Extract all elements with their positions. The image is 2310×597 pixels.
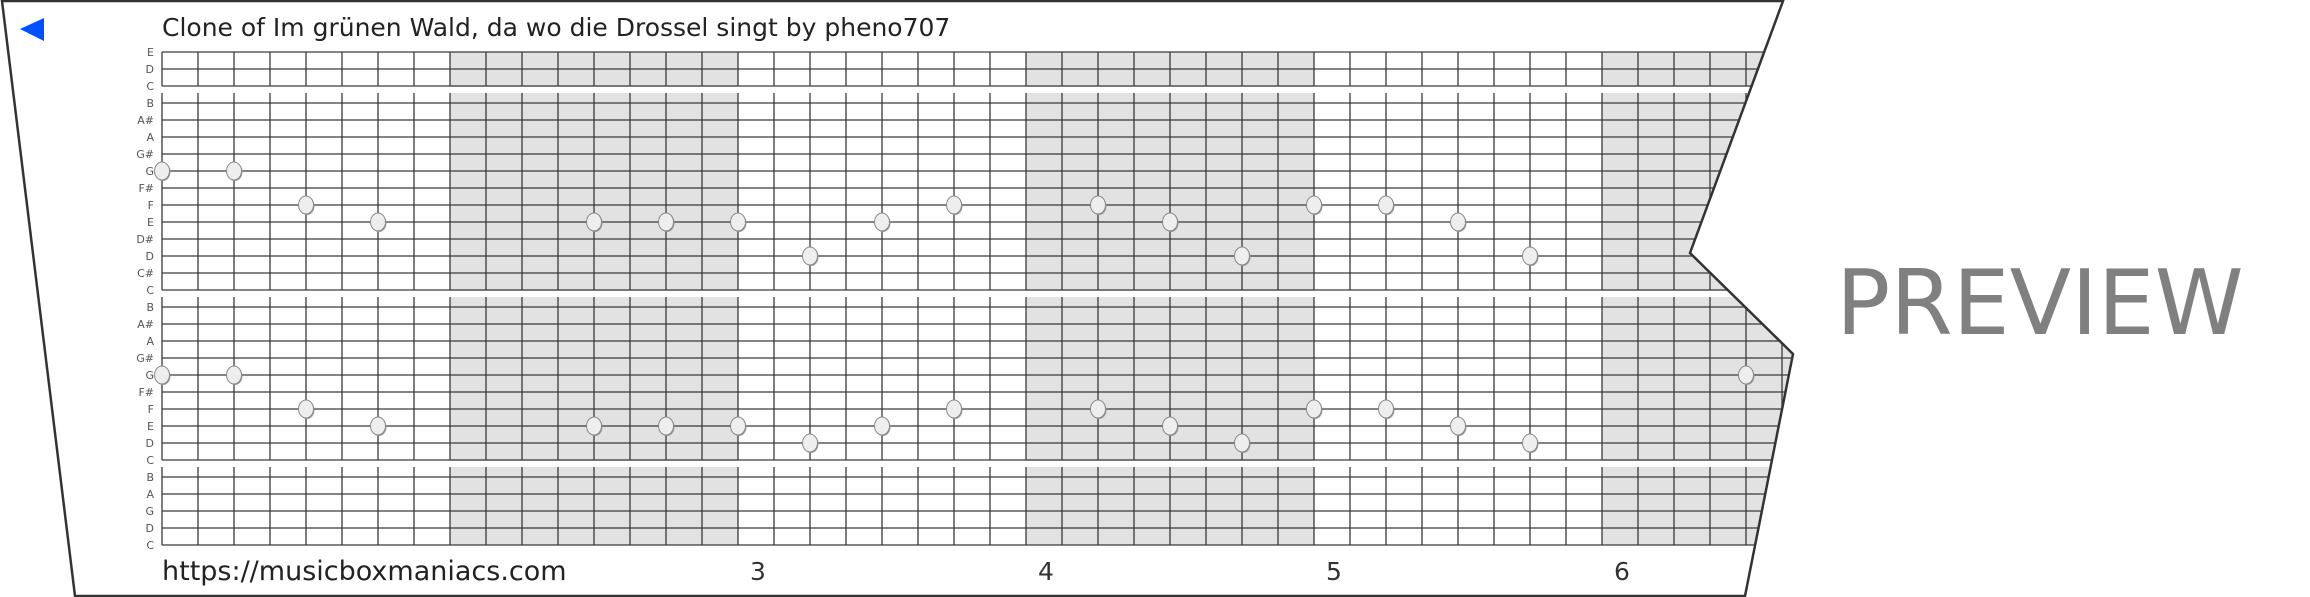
note-E[interactable]: [658, 416, 674, 436]
note-E[interactable]: [874, 416, 890, 436]
pitch-label: D#: [136, 233, 154, 246]
pitch-label: A#: [137, 114, 154, 127]
pitch-label: D: [146, 522, 154, 535]
pitch-label: D: [146, 250, 154, 263]
note-E[interactable]: [586, 416, 602, 436]
note-F[interactable]: [1378, 399, 1394, 419]
pitch-label: C: [146, 539, 154, 552]
back-triangle-icon[interactable]: [20, 18, 44, 41]
section-gap: [161, 291, 1793, 297]
pitch-label: A: [146, 488, 154, 501]
note-F[interactable]: [1306, 399, 1322, 419]
note-F[interactable]: [298, 399, 314, 419]
note-F[interactable]: [298, 195, 314, 215]
pitch-label: E: [147, 216, 154, 229]
note-G[interactable]: [1738, 365, 1754, 385]
note-G[interactable]: [154, 365, 170, 385]
note-G[interactable]: [226, 365, 242, 385]
note-F[interactable]: [946, 195, 962, 215]
note-G[interactable]: [154, 161, 170, 181]
site-url[interactable]: https://musicboxmaniacs.com: [162, 556, 567, 587]
pitch-label: C: [146, 80, 154, 93]
note-E[interactable]: [586, 212, 602, 232]
notes-layer: [154, 161, 1755, 453]
pitch-label: B: [146, 301, 154, 314]
pitch-label: G: [145, 165, 154, 178]
pitch-label: G#: [136, 352, 154, 365]
note-E[interactable]: [658, 212, 674, 232]
section-gap: [161, 461, 1793, 467]
note-G[interactable]: [226, 161, 242, 181]
note-D[interactable]: [802, 433, 818, 453]
note-F[interactable]: [1090, 195, 1106, 215]
pitch-label: F#: [138, 182, 154, 195]
pitch-label: F#: [138, 386, 154, 399]
note-D[interactable]: [1522, 246, 1538, 266]
note-E[interactable]: [370, 416, 386, 436]
pitch-label: G#: [136, 148, 154, 161]
pitch-label: G: [145, 505, 154, 518]
pitch-label: C#: [137, 267, 154, 280]
strip-outline: [0, 0, 1795, 597]
note-D[interactable]: [802, 246, 818, 266]
note-F[interactable]: [1090, 399, 1106, 419]
section-gap: [161, 87, 1793, 93]
note-E[interactable]: [370, 212, 386, 232]
measure-number-6: 6: [1614, 557, 1630, 586]
preview-watermark: PREVIEW: [1836, 251, 2244, 356]
pitch-label: F: [148, 199, 154, 212]
note-D[interactable]: [1522, 433, 1538, 453]
note-E[interactable]: [1450, 212, 1466, 232]
pitch-label: C: [146, 284, 154, 297]
pitch-label: G: [145, 369, 154, 382]
measure-number-4: 4: [1038, 557, 1054, 586]
note-E[interactable]: [1162, 416, 1178, 436]
note-D[interactable]: [1234, 246, 1250, 266]
measure-number-3: 3: [750, 557, 766, 586]
note-E[interactable]: [1450, 416, 1466, 436]
note-E[interactable]: [730, 416, 746, 436]
pitch-label: C: [146, 454, 154, 467]
pitch-label: D: [146, 437, 154, 450]
note-D[interactable]: [1234, 433, 1250, 453]
pitch-label: A#: [137, 318, 154, 331]
note-E[interactable]: [730, 212, 746, 232]
pitch-label: D: [146, 63, 154, 76]
pitch-label: A: [146, 335, 154, 348]
measure-number-5: 5: [1326, 557, 1342, 586]
note-E[interactable]: [1162, 212, 1178, 232]
pitch-label: E: [147, 420, 154, 433]
note-F[interactable]: [946, 399, 962, 419]
note-F[interactable]: [1378, 195, 1394, 215]
sheet-title: Clone of Im grünen Wald, da wo die Dross…: [162, 13, 950, 42]
pitch-label: F: [148, 403, 154, 416]
pitch-label: A: [146, 131, 154, 144]
note-grid: [161, 51, 1793, 546]
pitch-label: E: [147, 46, 154, 59]
note-E[interactable]: [874, 212, 890, 232]
pitch-label: B: [146, 471, 154, 484]
pitch-label: B: [146, 97, 154, 110]
note-F[interactable]: [1306, 195, 1322, 215]
